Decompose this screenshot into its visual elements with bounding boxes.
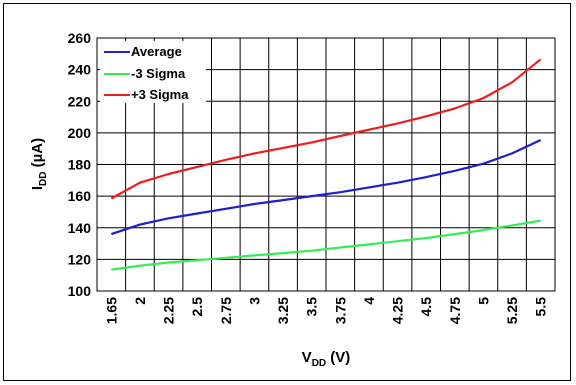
x-tick-label: 2.5	[189, 297, 205, 317]
y-tick-label: 200	[68, 125, 92, 141]
legend-label-plus-3-sigma: +3 Sigma	[131, 87, 189, 102]
x-tick-label: 4.5	[418, 297, 434, 317]
y-tick-label: 100	[68, 283, 92, 299]
x-tick-label: 3	[246, 297, 262, 305]
x-axis-title: VDD (V)	[302, 349, 351, 369]
y-tick-label: 180	[68, 157, 92, 173]
legend: Average -3 Sigma +3 Sigma	[100, 41, 206, 103]
y-tick-label: 140	[68, 220, 92, 236]
x-tick-label: 2	[132, 297, 148, 305]
x-tick-label: 5.5	[533, 297, 549, 317]
y-tick-label: 260	[68, 30, 92, 46]
plot-border	[96, 37, 556, 292]
x-tick-label: 2.75	[218, 297, 234, 324]
y-tick-labels: 100 120 140 160 180 200 220 240 260	[68, 30, 92, 299]
legend-label-average: Average	[131, 44, 182, 59]
x-tick-label: 2.25	[161, 297, 177, 324]
x-tick-label: 3.5	[304, 297, 320, 317]
x-tick-label: 5	[475, 297, 491, 305]
y-tick-label: 120	[68, 251, 92, 267]
series-line-2	[110, 58, 542, 200]
y-tick-label: 240	[68, 62, 92, 78]
series-lines	[110, 58, 542, 271]
x-tick-labels: 1.65 2 2.25 2.5 2.75 3 3.25 3.5 3.75 4 4.25 4.5 4.75…	[103, 297, 548, 324]
series-line-0	[110, 139, 542, 236]
x-tick-label: 1.65	[103, 297, 119, 324]
x-tick-label: 4	[361, 297, 377, 305]
y-axis-title: IDD (µA)	[29, 138, 49, 190]
y-tick-label: 160	[68, 188, 92, 204]
x-tick-label: 4.25	[390, 297, 406, 324]
x-tick-label: 3.75	[332, 297, 348, 324]
x-tick-label: 4.75	[447, 297, 463, 324]
x-tick-label: 5.25	[504, 297, 520, 324]
series-line-1	[111, 219, 541, 271]
x-tick-label: 3.25	[275, 297, 291, 324]
y-tick-label: 220	[68, 93, 92, 109]
legend-label-minus-3-sigma: -3 Sigma	[131, 66, 186, 81]
